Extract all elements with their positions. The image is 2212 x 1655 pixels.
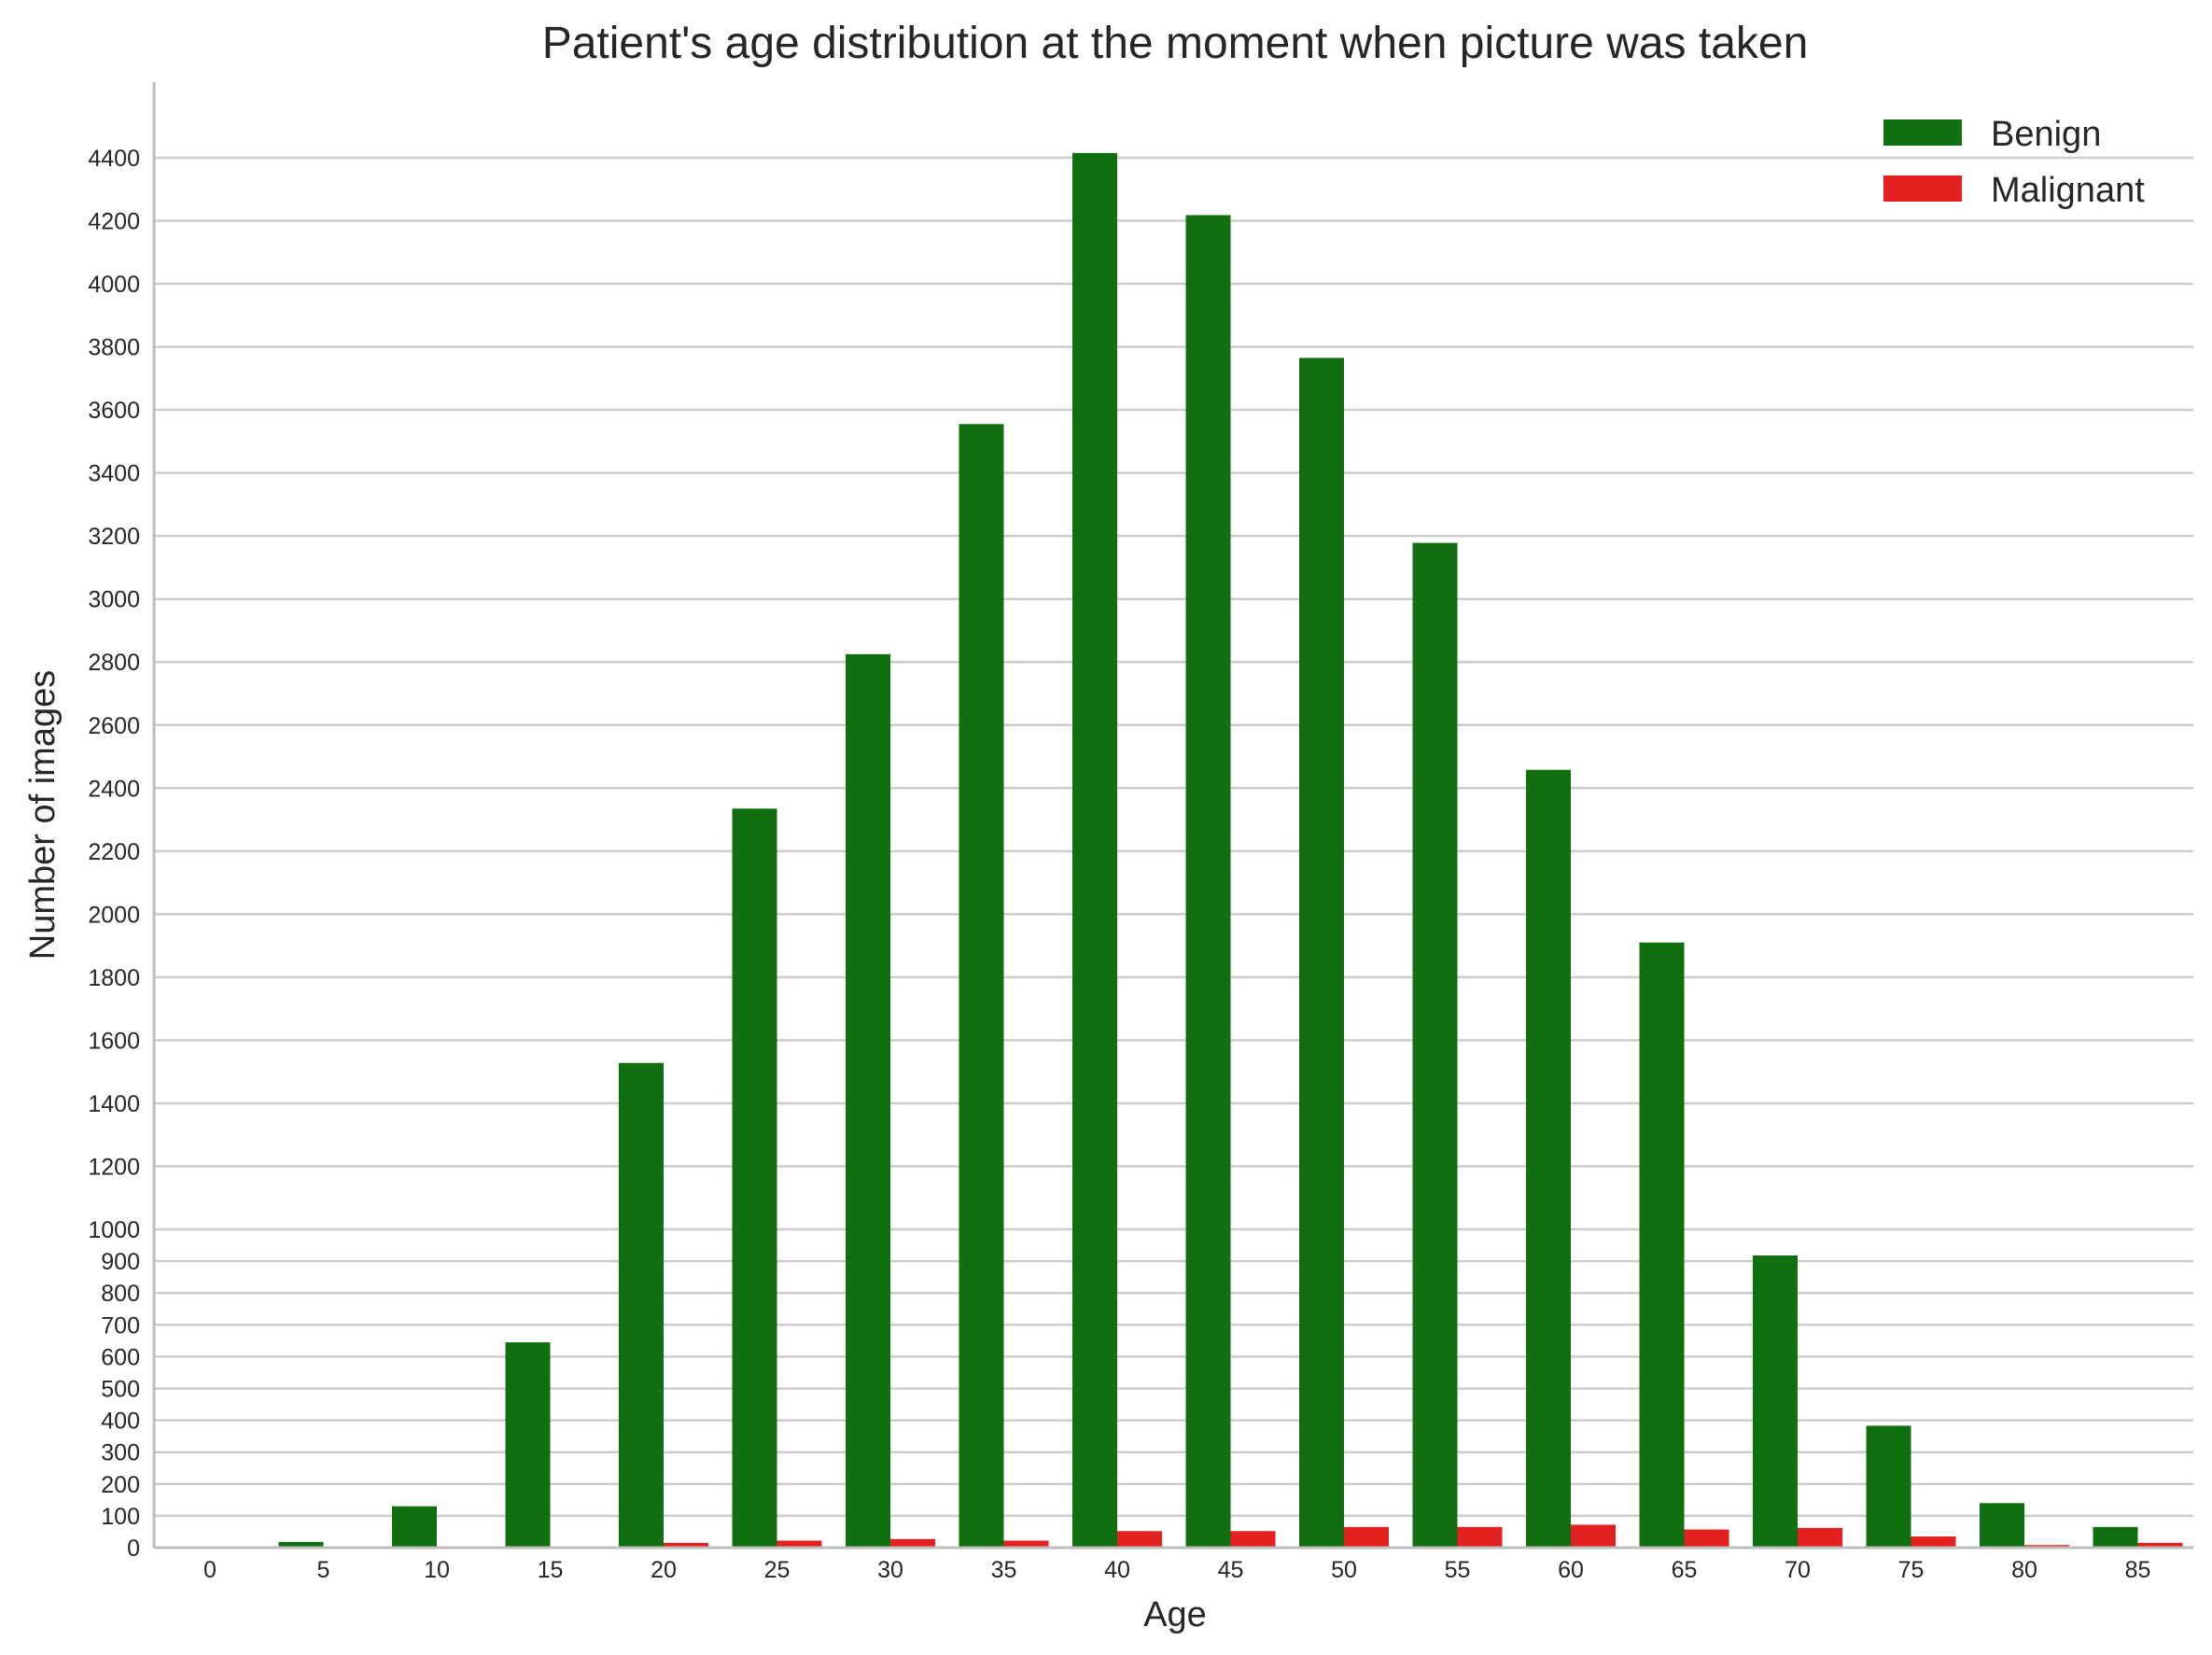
y-tick-label: 100 <box>101 1504 140 1530</box>
bar-malignant-85 <box>2137 1542 2183 1548</box>
bar-benign-5 <box>278 1541 324 1548</box>
bar-benign-55 <box>1412 542 1458 1548</box>
bar-malignant-30 <box>890 1538 935 1548</box>
y-tick-label: 1800 <box>88 965 140 991</box>
x-tick-label: 10 <box>424 1557 450 1583</box>
bar-benign-50 <box>1299 358 1344 1548</box>
y-tick-label: 2000 <box>88 902 140 928</box>
y-tick-label: 500 <box>101 1377 140 1403</box>
y-tick-label: 900 <box>101 1249 140 1275</box>
y-tick-label: 3800 <box>88 335 140 361</box>
bar-malignant-75 <box>1911 1536 1956 1548</box>
bar-benign-30 <box>846 653 890 1548</box>
x-tick-label: 80 <box>2011 1557 2037 1583</box>
y-tick-label: 1400 <box>88 1091 140 1117</box>
x-tick-label: 70 <box>1785 1557 1811 1583</box>
y-tick-label: 4000 <box>88 272 140 298</box>
y-tick-label: 3200 <box>88 524 140 550</box>
bar-benign-80 <box>1980 1503 2024 1548</box>
y-tick-label: 2200 <box>88 839 140 865</box>
bar-malignant-65 <box>1684 1529 1729 1548</box>
legend-label-benign: Benign <box>1991 115 2101 154</box>
bar-malignant-45 <box>1230 1531 1276 1548</box>
bar-benign-70 <box>1753 1255 1798 1548</box>
x-tick-label: 45 <box>1218 1557 1244 1583</box>
y-tick-label: 4200 <box>88 209 140 235</box>
bar-benign-10 <box>392 1506 437 1548</box>
bar-benign-45 <box>1185 215 1231 1548</box>
y-tick-label: 400 <box>101 1409 140 1435</box>
y-tick-label: 0 <box>127 1536 140 1562</box>
x-tick-label: 75 <box>1898 1557 1925 1583</box>
y-tick-label: 1000 <box>88 1217 140 1243</box>
x-tick-label: 5 <box>317 1557 330 1583</box>
bar-malignant-35 <box>1003 1540 1049 1548</box>
bar-benign-15 <box>505 1342 551 1548</box>
bar-malignant-55 <box>1457 1526 1503 1548</box>
bar-malignant-20 <box>664 1542 708 1548</box>
y-tick-label: 1200 <box>88 1154 140 1180</box>
bar-benign-75 <box>1866 1425 1911 1548</box>
x-tick-label: 60 <box>1558 1557 1584 1583</box>
x-tick-label: 65 <box>1672 1557 1698 1583</box>
y-tick-labels: 0 100 200 300 400 500 600 700 800 900 1000 1200 1400… <box>88 146 140 1562</box>
bar-benign-40 <box>1072 152 1117 1548</box>
bar-benign-25 <box>732 808 777 1548</box>
y-tick-label: 3400 <box>88 461 140 487</box>
bar-benign-85 <box>2093 1526 2138 1548</box>
chart-title: Patient's age distribution at the moment… <box>542 19 1809 68</box>
legend-swatch-benign <box>1883 119 1962 146</box>
legend-swatch-malignant <box>1883 175 1962 202</box>
y-tick-label: 3000 <box>88 587 140 613</box>
y-tick-label: 2400 <box>88 776 140 802</box>
x-tick-labels: 0 5 10 15 20 25 30 35 40 45 50 55 60 65 70 75 80 85 <box>203 1557 2150 1583</box>
bar-malignant-50 <box>1344 1526 1389 1548</box>
bar-malignant-40 <box>1117 1531 1162 1548</box>
bar-malignant-60 <box>1571 1524 1616 1548</box>
y-tick-label: 200 <box>101 1472 140 1498</box>
legend-label-malignant: Malignant <box>1991 171 2145 210</box>
x-tick-label: 50 <box>1331 1557 1357 1583</box>
bar-benign-35 <box>959 424 1004 1548</box>
y-tick-label: 3600 <box>88 398 140 424</box>
bar-benign-65 <box>1639 942 1685 1548</box>
x-tick-label: 55 <box>1445 1557 1471 1583</box>
y-tick-label: 700 <box>101 1312 140 1339</box>
y-tick-label: 2800 <box>88 650 140 676</box>
x-tick-label: 85 <box>2125 1557 2151 1583</box>
y-tick-label: 600 <box>101 1344 140 1370</box>
bar-malignant-70 <box>1798 1527 1842 1548</box>
bars <box>278 152 2183 1548</box>
y-tick-label: 300 <box>101 1440 140 1466</box>
grid-lines <box>154 156 2193 1518</box>
y-axis-label: Number of images <box>23 670 63 960</box>
bar-benign-60 <box>1526 769 1571 1548</box>
x-tick-label: 15 <box>538 1557 564 1583</box>
y-tick-label: 800 <box>101 1281 140 1307</box>
x-tick-label: 20 <box>651 1557 677 1583</box>
y-tick-label: 4400 <box>88 146 140 172</box>
x-tick-label: 30 <box>877 1557 903 1583</box>
legend: Benign Malignant <box>1883 115 2145 210</box>
bar-benign-20 <box>619 1062 664 1548</box>
x-tick-label: 40 <box>1104 1557 1130 1583</box>
x-tick-label: 35 <box>991 1557 1017 1583</box>
x-tick-label: 25 <box>764 1557 791 1583</box>
y-tick-label: 1600 <box>88 1028 140 1054</box>
x-axis-label: Age <box>1143 1595 1207 1634</box>
y-tick-label: 2600 <box>88 713 140 739</box>
bar-malignant-25 <box>777 1540 822 1548</box>
x-tick-label: 0 <box>203 1557 217 1583</box>
